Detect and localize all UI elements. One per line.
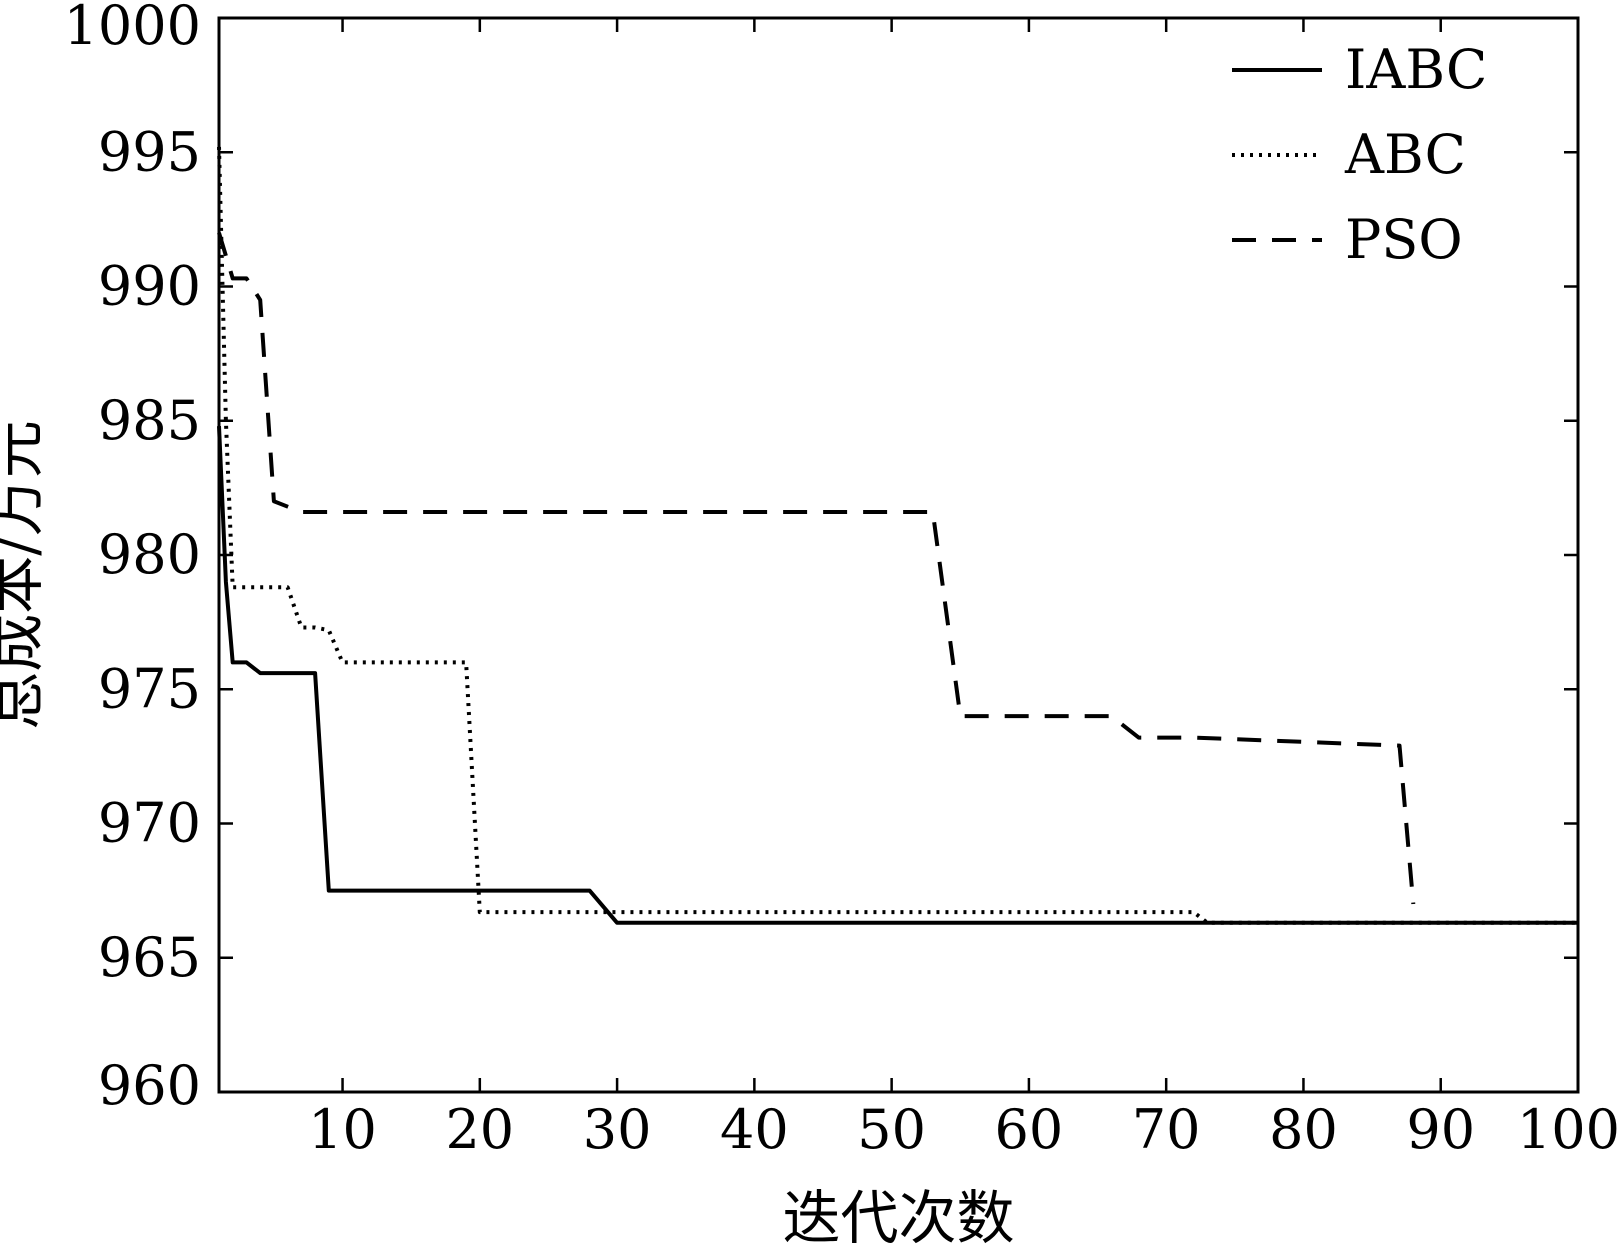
y-tick-label: 990 [98, 255, 201, 318]
x-tick-label: 90 [1406, 1098, 1475, 1161]
tick-labels: 10 20 30 40 50 60 70 80 90 100 960 965 970 975 980 985 9… [64, 0, 1620, 1161]
axis-ticks [219, 16, 1580, 1094]
series-line-iabc [217, 426, 1578, 925]
legend-label-abc: ABC [1344, 123, 1466, 186]
x-tick-label: 10 [308, 1098, 377, 1161]
x-tick-label: 70 [1132, 1098, 1201, 1161]
legend-label-iabc: IABC [1345, 38, 1487, 101]
x-tick-label: 60 [995, 1098, 1064, 1161]
x-axis-label: 迭代次数 [782, 1184, 1014, 1245]
y-tick-label: 995 [98, 120, 201, 183]
x-tick-label: 50 [857, 1098, 926, 1161]
x-tick-label: 30 [583, 1098, 652, 1161]
y-tick-label: 985 [98, 389, 201, 452]
y-tick-label: 965 [98, 926, 201, 989]
y-tick-label: 960 [98, 1054, 201, 1117]
y-tick-label: 1000 [64, 0, 201, 57]
series-line-pso [217, 232, 1416, 905]
y-tick-label: 980 [98, 523, 201, 586]
legend-label-pso: PSO [1345, 208, 1463, 271]
legend: IABC ABC PSO [1232, 38, 1487, 271]
y-tick-label: 970 [98, 792, 201, 855]
y-axis-label: 总成本/万元 [0, 420, 50, 730]
x-tick-label: 80 [1269, 1098, 1338, 1161]
x-tick-label: 100 [1517, 1098, 1620, 1161]
plot-lines [217, 146, 1578, 925]
x-tick-label: 40 [720, 1098, 789, 1161]
y-tick-label: 975 [98, 657, 201, 720]
x-tick-label: 20 [445, 1098, 514, 1161]
